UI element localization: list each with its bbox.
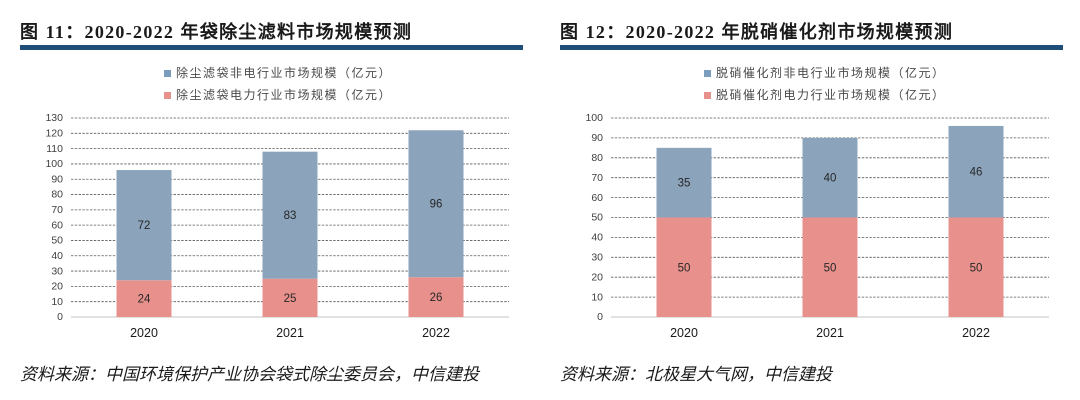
svg-text:50: 50 — [591, 212, 603, 224]
svg-text:90: 90 — [591, 132, 603, 144]
svg-text:50: 50 — [678, 262, 691, 274]
svg-text:0: 0 — [57, 311, 63, 323]
svg-text:70: 70 — [591, 172, 603, 184]
svg-text:20: 20 — [51, 281, 63, 293]
svg-text:2022: 2022 — [962, 326, 990, 338]
svg-text:40: 40 — [824, 173, 837, 185]
svg-text:83: 83 — [284, 210, 297, 222]
svg-text:100: 100 — [585, 112, 603, 124]
svg-text:50: 50 — [51, 235, 63, 247]
svg-text:96: 96 — [430, 199, 443, 211]
svg-text:50: 50 — [970, 262, 983, 274]
svg-text:60: 60 — [51, 219, 63, 231]
svg-text:2022: 2022 — [422, 326, 450, 338]
svg-text:30: 30 — [51, 265, 63, 277]
svg-text:110: 110 — [46, 143, 63, 155]
svg-text:70: 70 — [51, 204, 63, 216]
svg-text:100: 100 — [45, 158, 63, 170]
svg-text:2020: 2020 — [130, 326, 158, 338]
svg-text:2020: 2020 — [670, 326, 698, 338]
svg-text:0: 0 — [597, 311, 603, 323]
svg-text:130: 130 — [45, 112, 63, 124]
svg-text:24: 24 — [138, 294, 151, 306]
svg-text:10: 10 — [591, 291, 603, 303]
svg-text:72: 72 — [138, 220, 151, 232]
svg-text:2021: 2021 — [276, 326, 304, 338]
svg-text:80: 80 — [51, 189, 63, 201]
svg-text:120: 120 — [45, 128, 63, 140]
svg-text:26: 26 — [430, 292, 443, 304]
svg-text:46: 46 — [970, 167, 983, 179]
svg-text:20: 20 — [591, 271, 603, 283]
svg-text:90: 90 — [51, 173, 63, 185]
svg-text:35: 35 — [678, 178, 691, 190]
svg-text:30: 30 — [591, 252, 603, 264]
svg-text:2021: 2021 — [816, 326, 844, 338]
svg-text:60: 60 — [591, 192, 603, 204]
svg-text:25: 25 — [284, 293, 297, 305]
svg-text:50: 50 — [824, 262, 837, 274]
svg-text:40: 40 — [51, 250, 63, 262]
svg-text:80: 80 — [591, 152, 603, 164]
svg-text:10: 10 — [51, 296, 63, 308]
svg-text:40: 40 — [591, 232, 603, 244]
